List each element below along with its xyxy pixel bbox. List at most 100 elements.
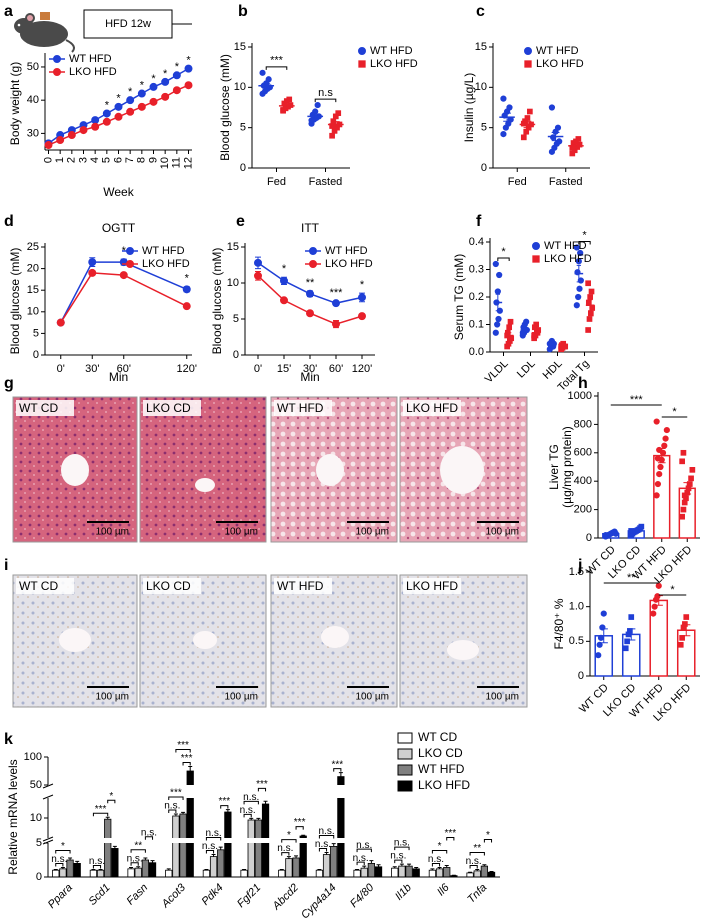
x-axis-title: Week bbox=[103, 185, 134, 199]
bar bbox=[148, 862, 157, 878]
error-bar bbox=[503, 112, 511, 122]
data-point bbox=[600, 610, 607, 617]
data-point bbox=[677, 641, 684, 648]
significance: * bbox=[151, 73, 156, 85]
error-bar bbox=[355, 869, 360, 871]
y-tick-label: 100 bbox=[24, 751, 42, 763]
significance: * bbox=[185, 273, 190, 285]
data-point bbox=[500, 131, 507, 138]
legend-label: WT HFD bbox=[325, 245, 368, 257]
x-tick-label: 12 bbox=[182, 157, 194, 169]
significance: n.s. bbox=[315, 839, 331, 850]
scale-label: 100 µm bbox=[485, 692, 519, 703]
data-point bbox=[102, 109, 111, 118]
x-tick-label: 30' bbox=[303, 363, 317, 375]
data-point bbox=[182, 285, 191, 294]
x-tick-label: 0' bbox=[57, 363, 65, 375]
y-tick-label: 15 bbox=[227, 241, 239, 253]
data-point bbox=[548, 104, 556, 111]
data-point bbox=[683, 614, 690, 620]
y-tick-label: 5 bbox=[233, 313, 239, 325]
legend-label: WT HFD bbox=[142, 245, 185, 257]
bracket bbox=[578, 241, 591, 245]
legend-marker bbox=[53, 55, 61, 63]
error-bar bbox=[437, 866, 442, 869]
data-point bbox=[88, 268, 97, 277]
label-bg bbox=[403, 400, 461, 416]
data-point bbox=[586, 316, 593, 322]
panel-label: i bbox=[4, 557, 8, 574]
significance: *** bbox=[95, 804, 107, 815]
y-tick-label: 600 bbox=[574, 447, 592, 459]
data-point bbox=[149, 82, 158, 91]
vessel bbox=[59, 628, 91, 652]
error-bar bbox=[150, 860, 155, 863]
data-point bbox=[172, 71, 181, 80]
bracket bbox=[130, 849, 146, 853]
error-bar bbox=[129, 866, 134, 869]
error-bar bbox=[551, 132, 560, 142]
error-bar bbox=[181, 811, 186, 814]
x-tick-label: 30' bbox=[85, 363, 99, 375]
significance: *** bbox=[444, 828, 456, 839]
error-bar bbox=[105, 816, 110, 820]
error-bar bbox=[324, 852, 329, 855]
bar bbox=[473, 870, 481, 878]
y-tick-label: 5 bbox=[481, 122, 487, 134]
panel-label: e bbox=[236, 213, 245, 230]
significance: * bbox=[582, 229, 587, 241]
significance: * bbox=[486, 830, 490, 841]
data-point bbox=[575, 136, 582, 142]
bar bbox=[240, 869, 248, 878]
data-point bbox=[91, 116, 100, 125]
y-tick-label: 40 bbox=[27, 94, 39, 106]
significance: * bbox=[672, 406, 677, 418]
y-tick-label: 15 bbox=[234, 41, 246, 53]
error-bar bbox=[60, 866, 65, 869]
bracket bbox=[469, 865, 478, 869]
legend-marker bbox=[309, 260, 317, 268]
significance: *** bbox=[294, 817, 306, 828]
data-point bbox=[650, 610, 657, 617]
vessel bbox=[440, 446, 484, 494]
x-tick-label: 11 bbox=[171, 157, 183, 168]
bar bbox=[59, 868, 67, 878]
bar bbox=[360, 867, 368, 878]
bracket bbox=[394, 846, 410, 851]
legend-label: LKO HFD bbox=[142, 258, 190, 270]
panel-label: c bbox=[476, 3, 485, 20]
data-point bbox=[161, 92, 170, 101]
error-bar bbox=[627, 628, 636, 641]
bracket bbox=[446, 836, 455, 841]
significance: n.s. bbox=[319, 826, 335, 837]
bracket bbox=[431, 862, 441, 867]
error-bar bbox=[407, 863, 412, 867]
error-bar bbox=[262, 82, 271, 89]
bar bbox=[412, 868, 420, 878]
image-label: LKO CD bbox=[146, 579, 191, 593]
vessel bbox=[193, 631, 217, 649]
x-tick-label: 120' bbox=[177, 363, 197, 375]
panel-label: d bbox=[4, 213, 14, 230]
data-point bbox=[682, 621, 688, 627]
y-axis-title: Relative mRNA levels bbox=[6, 759, 20, 874]
error-bar bbox=[279, 869, 284, 871]
axis-break bbox=[42, 838, 500, 843]
bracket bbox=[265, 66, 288, 70]
micrograph bbox=[139, 396, 267, 543]
data-point bbox=[335, 110, 342, 116]
y-axis-title: (µg/mg protein) bbox=[560, 426, 574, 508]
data-point bbox=[638, 523, 645, 530]
bar bbox=[111, 848, 119, 878]
x-tick-label: 4 bbox=[89, 157, 101, 163]
bar bbox=[278, 869, 286, 878]
data-point bbox=[628, 614, 635, 620]
data-point bbox=[102, 117, 111, 126]
x-tick-label: Ppara bbox=[46, 882, 75, 911]
data-point bbox=[44, 141, 53, 150]
error-bar bbox=[657, 448, 666, 464]
bracket bbox=[318, 848, 328, 852]
x-tick-label: Fed bbox=[508, 176, 527, 188]
data-point bbox=[56, 318, 65, 327]
significance: *** bbox=[177, 740, 189, 751]
